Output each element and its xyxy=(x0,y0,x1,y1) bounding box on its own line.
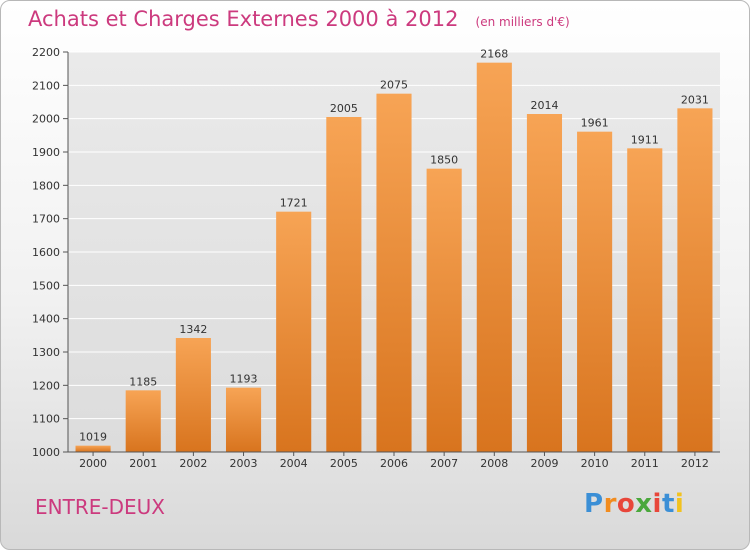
bar-value-label: 2005 xyxy=(330,102,358,115)
bar-value-label: 2075 xyxy=(380,79,408,92)
y-tick-label: 1600 xyxy=(32,246,60,259)
bar xyxy=(527,114,562,452)
brand-letter: x xyxy=(635,489,652,519)
bar xyxy=(176,338,211,452)
bar-value-label: 1185 xyxy=(129,375,157,388)
bar-value-label: 1019 xyxy=(79,431,107,444)
bar xyxy=(577,132,612,452)
x-tick-label: 2012 xyxy=(681,457,709,470)
bar xyxy=(276,212,311,452)
brand-letter: i xyxy=(675,489,684,519)
y-tick-label: 1200 xyxy=(32,379,60,392)
x-tick-label: 2011 xyxy=(631,457,659,470)
bar xyxy=(427,169,462,452)
x-tick-label: 2001 xyxy=(129,457,157,470)
y-tick-label: 1800 xyxy=(32,179,60,192)
y-tick-label: 2200 xyxy=(32,46,60,59)
bar-value-label: 1342 xyxy=(179,323,207,336)
x-tick-label: 2005 xyxy=(330,457,358,470)
x-tick-label: 2003 xyxy=(230,457,258,470)
y-tick-label: 1100 xyxy=(32,413,60,426)
bar xyxy=(126,390,161,452)
bar-value-label: 1850 xyxy=(430,154,458,167)
x-tick-label: 2004 xyxy=(280,457,308,470)
y-tick-label: 1300 xyxy=(32,346,60,359)
bar xyxy=(677,108,712,452)
y-tick-label: 1900 xyxy=(32,146,60,159)
bar xyxy=(226,388,261,452)
bar-value-label: 1193 xyxy=(230,373,258,386)
y-tick-label: 1000 xyxy=(32,446,60,459)
bar-value-label: 1721 xyxy=(280,197,308,210)
bar-value-label: 2014 xyxy=(530,99,558,112)
x-tick-label: 2000 xyxy=(79,457,107,470)
x-tick-label: 2002 xyxy=(179,457,207,470)
bar xyxy=(76,446,111,452)
bar-value-label: 2168 xyxy=(480,48,508,61)
bar-value-label: 1911 xyxy=(631,133,659,146)
bar-value-label: 1961 xyxy=(581,117,609,130)
y-tick-label: 2000 xyxy=(32,113,60,126)
brand-letter: o xyxy=(617,489,635,519)
x-tick-label: 2006 xyxy=(380,457,408,470)
y-tick-label: 2100 xyxy=(32,79,60,92)
x-tick-label: 2007 xyxy=(430,457,458,470)
bar-chart: 1019 1185 1342 1193 1721 2005 2075 1850 2168 2014… xyxy=(1,1,750,550)
brand-letter: t xyxy=(662,489,675,519)
bar xyxy=(627,148,662,452)
brand-letter: r xyxy=(604,489,617,519)
bar-value-label: 2031 xyxy=(681,93,709,106)
proxiti-logo: Proxiti xyxy=(584,489,684,519)
x-tick-label: 2009 xyxy=(530,457,558,470)
bar xyxy=(326,117,361,452)
commune-name: ENTRE-DEUX xyxy=(35,495,165,519)
x-tick-label: 2008 xyxy=(480,457,508,470)
chart-frame: Achats et Charges Externes 2000 à 2012 (… xyxy=(0,0,750,550)
y-tick-label: 1400 xyxy=(32,313,60,326)
y-tick-label: 1700 xyxy=(32,213,60,226)
bar xyxy=(477,63,512,452)
brand-letter: i xyxy=(653,489,662,519)
bar xyxy=(376,94,411,452)
x-tick-label: 2010 xyxy=(581,457,609,470)
y-tick-label: 1500 xyxy=(32,279,60,292)
brand-letter: P xyxy=(584,489,604,519)
